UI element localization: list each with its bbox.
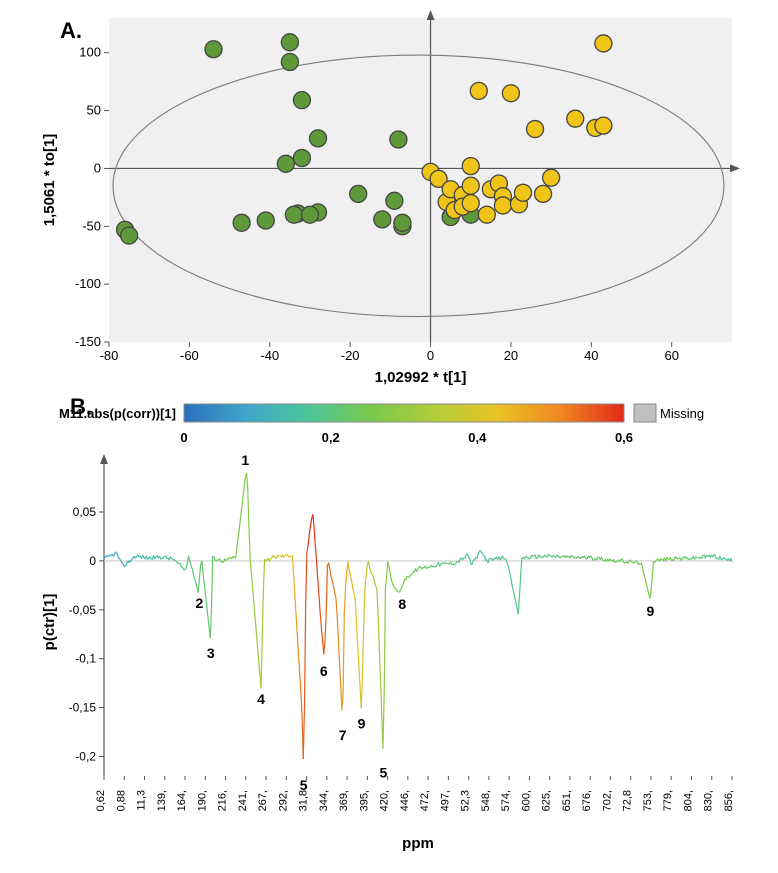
svg-text:9: 9 xyxy=(358,715,366,731)
svg-text:5: 5 xyxy=(380,764,388,780)
svg-text:100: 100 xyxy=(79,45,101,60)
svg-text:-0,15: -0,15 xyxy=(69,701,97,715)
svg-text:702,: 702, xyxy=(601,790,613,811)
svg-text:241,: 241, xyxy=(237,790,249,811)
svg-text:446,: 446, xyxy=(399,790,411,811)
loadings-plot: M11.abs(p(corr))[1]Missing00,20,40,6-0,2… xyxy=(34,398,750,858)
svg-text:600,: 600, xyxy=(520,790,532,811)
svg-text:ppm: ppm xyxy=(402,835,434,852)
panel-label-a: A. xyxy=(60,18,82,44)
svg-text:72,8: 72,8 xyxy=(622,790,634,811)
svg-text:830,: 830, xyxy=(703,790,715,811)
svg-text:Missing: Missing xyxy=(660,406,704,421)
svg-text:216,: 216, xyxy=(217,790,229,811)
svg-text:6: 6 xyxy=(320,663,328,679)
svg-text:-20: -20 xyxy=(341,348,360,363)
svg-text:0: 0 xyxy=(427,348,434,363)
svg-text:344,: 344, xyxy=(318,790,330,811)
svg-text:164,: 164, xyxy=(176,790,188,811)
panel-label-b: B. xyxy=(70,394,92,420)
svg-text:804,: 804, xyxy=(682,790,694,811)
svg-text:-0,05: -0,05 xyxy=(69,603,97,617)
svg-text:0,4: 0,4 xyxy=(468,430,487,445)
svg-text:139,: 139, xyxy=(156,790,168,811)
svg-text:0: 0 xyxy=(89,554,96,568)
svg-text:0: 0 xyxy=(94,160,101,175)
svg-text:0,6: 0,6 xyxy=(615,430,633,445)
svg-text:0,88: 0,88 xyxy=(115,790,127,811)
svg-text:4: 4 xyxy=(257,691,265,707)
svg-text:856,: 856, xyxy=(723,790,735,811)
svg-text:50: 50 xyxy=(87,103,101,118)
svg-text:60: 60 xyxy=(664,348,678,363)
svg-text:-0,2: -0,2 xyxy=(75,749,96,763)
svg-text:p(ctr)[1]: p(ctr)[1] xyxy=(41,594,58,651)
panel-a: -80 -60 -40 -20 0 20 40 60 -150 -100 -50 0 50 100 1,02… xyxy=(34,10,750,392)
svg-text:-50: -50 xyxy=(82,218,101,233)
svg-text:-100: -100 xyxy=(75,276,101,291)
svg-text:40: 40 xyxy=(584,348,598,363)
svg-text:31,8: 31,8 xyxy=(298,790,310,811)
svg-text:1,5061 * to[1]: 1,5061 * to[1] xyxy=(41,134,58,227)
svg-text:3: 3 xyxy=(207,645,215,661)
svg-text:52,3: 52,3 xyxy=(460,790,472,811)
svg-text:676,: 676, xyxy=(581,790,593,811)
svg-text:753,: 753, xyxy=(642,790,654,811)
svg-text:574,: 574, xyxy=(500,790,512,811)
svg-text:2: 2 xyxy=(196,595,204,611)
svg-text:395,: 395, xyxy=(358,790,370,811)
panel-b: M11.abs(p(corr))[1]Missing00,20,40,6-0,2… xyxy=(34,398,750,858)
svg-text:-80: -80 xyxy=(100,348,119,363)
figure: -80-60-40-200204060-150-100-500501001,02… xyxy=(0,0,778,873)
svg-text:-150: -150 xyxy=(75,334,101,349)
svg-text:11,3: 11,3 xyxy=(136,790,148,811)
svg-text:1: 1 xyxy=(241,452,249,468)
svg-text:625,: 625, xyxy=(541,790,553,811)
svg-text:267,: 267, xyxy=(257,790,269,811)
svg-text:0: 0 xyxy=(180,430,187,445)
svg-text:292,: 292, xyxy=(277,790,289,811)
svg-text:-60: -60 xyxy=(180,348,199,363)
scatter-plot: -80 -60 -40 -20 0 20 40 60 -150 -100 -50 0 50 100 1,02… xyxy=(34,10,750,392)
svg-text:20: 20 xyxy=(504,348,518,363)
svg-text:9: 9 xyxy=(646,603,654,619)
svg-text:472,: 472, xyxy=(419,790,431,811)
svg-text:497,: 497, xyxy=(439,790,451,811)
svg-text:651,: 651, xyxy=(561,790,573,811)
svg-text:1,02992 * t[1]: 1,02992 * t[1] xyxy=(375,369,467,386)
svg-text:8: 8 xyxy=(398,596,406,612)
svg-text:779,: 779, xyxy=(662,790,674,811)
svg-text:0,2: 0,2 xyxy=(322,430,340,445)
svg-text:7: 7 xyxy=(339,727,347,743)
svg-text:0,05: 0,05 xyxy=(73,505,97,519)
svg-text:190,: 190, xyxy=(196,790,208,811)
svg-text:0,62: 0,62 xyxy=(95,790,107,811)
svg-text:-0,1: -0,1 xyxy=(75,652,96,666)
svg-text:420,: 420, xyxy=(379,790,391,811)
svg-text:369,: 369, xyxy=(338,790,350,811)
svg-text:5: 5 xyxy=(300,777,308,793)
svg-text:548,: 548, xyxy=(480,790,492,811)
svg-text:-40: -40 xyxy=(260,348,279,363)
